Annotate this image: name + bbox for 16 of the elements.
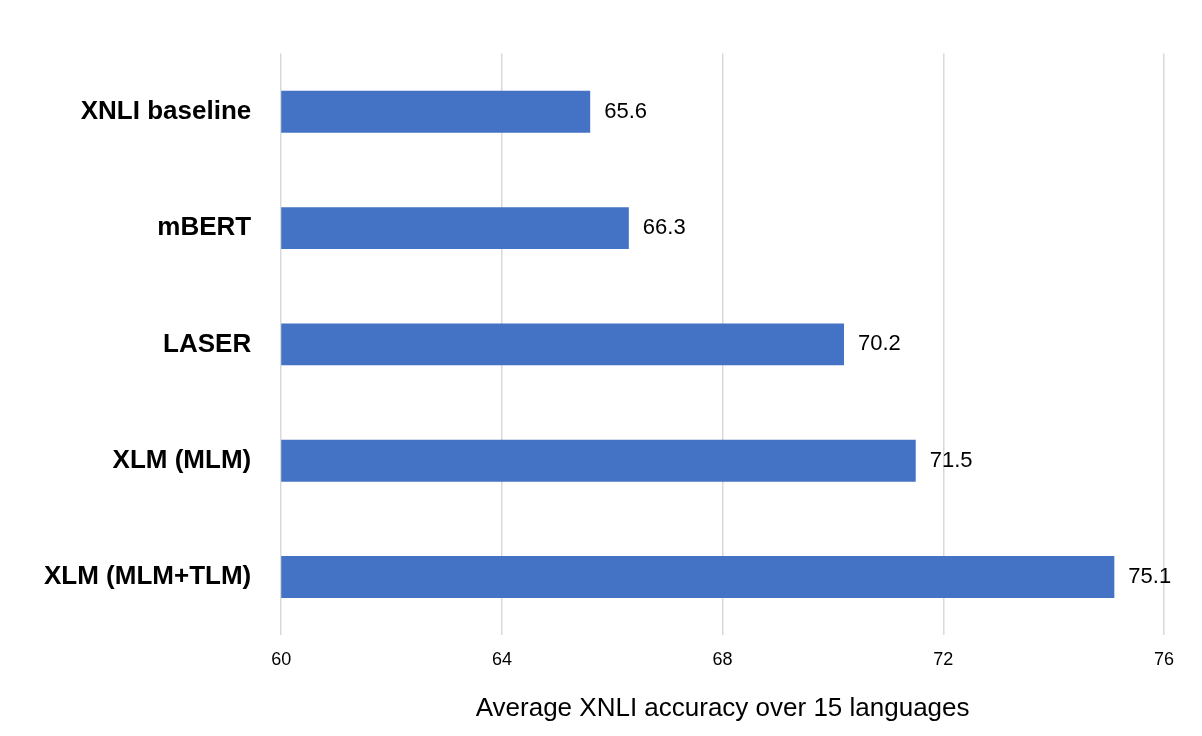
x-axis-title: Average XNLI accuracy over 15 languages (475, 691, 970, 722)
data-label: 66.3 (642, 214, 686, 240)
y-tick-label: XLM (MLM) (112, 443, 252, 474)
y-tick-label: XNLI baseline (80, 94, 252, 125)
x-tick-label: 60 (271, 648, 292, 669)
y-tick-label: XLM (MLM+TLM) (43, 560, 252, 591)
data-label: 65.6 (604, 97, 648, 123)
y-tick-label: LASER (163, 327, 252, 358)
data-label: 70.2 (857, 330, 901, 356)
data-label: 75.1 (1128, 563, 1172, 589)
y-tick-label: mBERT (157, 211, 252, 242)
x-tick-label: 76 (1153, 648, 1175, 669)
x-tick-label: 64 (491, 648, 512, 669)
data-label: 71.5 (929, 446, 973, 472)
x-tick-label: 72 (933, 648, 954, 669)
x-tick-label: 68 (712, 648, 733, 669)
